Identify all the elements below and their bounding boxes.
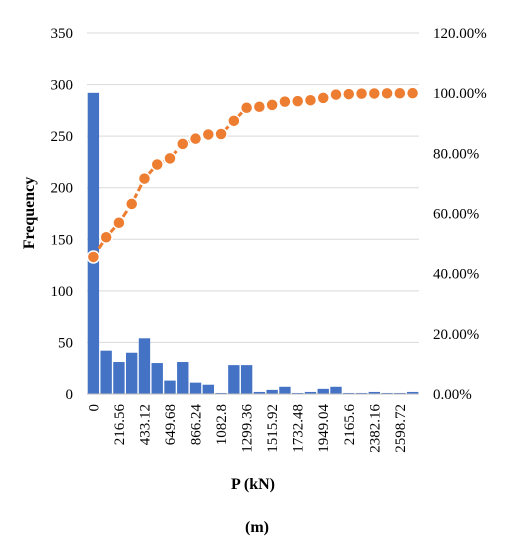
y-tick-label: 300	[51, 78, 74, 94]
cumulative-point	[150, 157, 164, 172]
cumulative-point	[188, 131, 203, 146]
cumulative-point	[303, 93, 318, 107]
cumulative-point	[86, 250, 101, 264]
histogram-bar	[164, 380, 176, 394]
cumulative-point	[239, 100, 254, 115]
x-tick-label: 649.68	[163, 404, 179, 445]
histogram-bar	[330, 386, 342, 394]
cumulative-point	[278, 94, 292, 109]
y2-tick-label: 120.00%	[433, 26, 487, 42]
histogram-bar	[202, 384, 214, 394]
cumulative-point	[393, 86, 407, 100]
cumulative-point	[163, 151, 177, 166]
cumulative-point	[214, 127, 228, 141]
figure-caption: (m)	[245, 519, 269, 536]
y-tick-label: 0	[66, 387, 74, 403]
cumulative-point	[342, 87, 356, 101]
x-tick-label: 1949.04	[316, 404, 332, 453]
cumulative-point	[354, 86, 369, 101]
x-tick-label: 1515.92	[265, 404, 281, 453]
histogram-bar	[138, 338, 151, 394]
cumulative-point	[227, 114, 241, 128]
histogram-bar	[113, 362, 125, 394]
histogram-bar	[343, 392, 355, 394]
y2-tick-label: 60.00%	[433, 207, 479, 223]
y2-tick-label: 80.00%	[433, 146, 479, 162]
histogram-bar	[406, 391, 419, 394]
histogram-bar	[381, 392, 393, 394]
histogram-bar	[189, 382, 202, 394]
axes: 0 50 100 150 200 250 300 350 0.00% 20.00% 40.00% 60…	[51, 26, 487, 453]
histogram-bar	[151, 363, 163, 394]
y2-tick-label: 40.00%	[433, 267, 479, 283]
histogram-bar	[215, 392, 227, 394]
histogram-bar	[240, 365, 253, 394]
cumulative-point	[124, 197, 139, 211]
cumulative-point	[176, 137, 190, 151]
x-tick-label: 2382.16	[367, 404, 383, 453]
y-tick-label: 200	[51, 181, 74, 197]
x-tick-label: 1732.48	[291, 404, 307, 453]
cumulative-point	[367, 86, 382, 101]
histogram-bar	[266, 389, 278, 394]
y-tick-label: 150	[51, 232, 74, 248]
histogram-bar	[317, 388, 329, 394]
y-axis-title: Frequency	[21, 177, 38, 250]
histogram-bar	[126, 352, 138, 394]
histogram-bar	[228, 365, 240, 394]
histogram-bars	[87, 92, 419, 394]
cumulative-line	[86, 86, 420, 264]
x-tick-label: 2165.6	[342, 404, 358, 446]
x-tick-label: 216.56	[112, 404, 128, 446]
x-tick-label: 433.12	[137, 404, 153, 445]
histogram-bar	[87, 92, 100, 394]
cumulative-point	[252, 100, 267, 114]
cumulative-point	[380, 86, 394, 101]
cumulative-point	[265, 98, 279, 112]
x-axis-title: P (kN)	[231, 476, 275, 493]
y-tick-label: 350	[51, 26, 74, 42]
cumulative-point	[316, 91, 330, 105]
histogram-bar	[279, 386, 291, 394]
histogram-bar	[368, 391, 380, 394]
x-tick-label: 1082.8	[214, 404, 230, 445]
x-tick-label: 866.24	[189, 404, 205, 446]
cumulative-point	[201, 127, 216, 142]
gridlines	[87, 32, 419, 343]
y-tick-label: 100	[51, 284, 74, 300]
histogram-bar	[100, 350, 112, 394]
x-tick-label: 1299.36	[240, 404, 256, 453]
y-tick-label: 250	[51, 129, 74, 145]
histogram-bar	[394, 392, 406, 394]
y2-tick-label: 0.00%	[433, 387, 472, 403]
histogram-bar	[355, 392, 368, 394]
x-tick-label: 0	[86, 404, 102, 412]
cumulative-point	[290, 94, 305, 108]
histogram-bar	[304, 391, 317, 394]
x-tick-label: 2598.72	[393, 404, 409, 453]
cumulative-point	[329, 87, 343, 102]
cumulative-point	[99, 230, 113, 245]
histogram-bar	[177, 362, 189, 394]
y2-tick-label: 100.00%	[433, 86, 487, 102]
cumulative-point	[137, 171, 152, 186]
cumulative-point	[405, 86, 420, 100]
histogram-bar	[292, 392, 304, 394]
y-tick-label: 50	[58, 335, 73, 351]
cumulative-point	[112, 215, 126, 230]
histogram-bar	[253, 391, 266, 394]
y2-tick-label: 20.00%	[433, 327, 479, 343]
